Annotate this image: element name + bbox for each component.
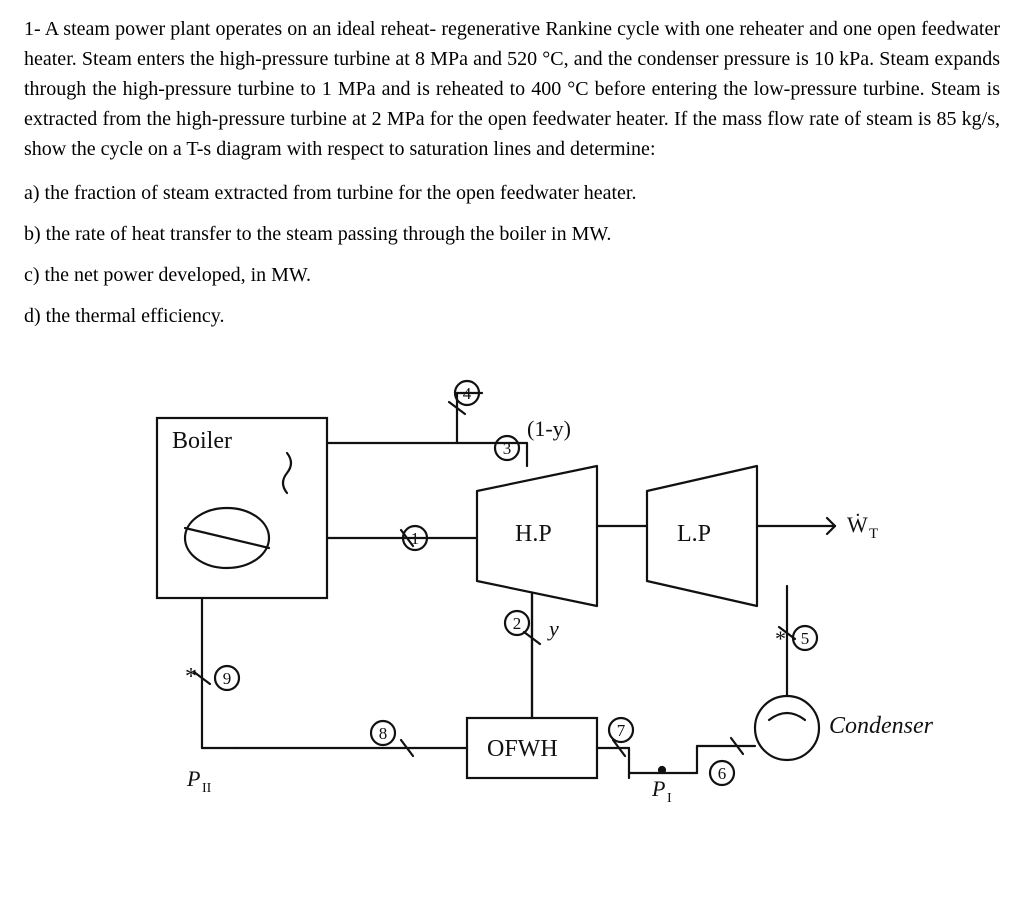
cycle-diagram: Boiler 4 (1-y) 3 1 H.P OFWH 2 y L.P ẆT 5 Condenser 6… bbox=[24, 378, 1000, 823]
svg-text:II: II bbox=[202, 781, 212, 796]
svg-text:9: 9 bbox=[223, 669, 232, 688]
part-c: c) the net power developed, in MW. bbox=[24, 264, 1000, 287]
svg-text:Condenser: Condenser bbox=[829, 713, 934, 739]
svg-text:T: T bbox=[869, 526, 878, 542]
svg-text:I: I bbox=[667, 791, 672, 806]
svg-text:5: 5 bbox=[801, 629, 810, 648]
svg-text:1: 1 bbox=[411, 529, 420, 548]
rankine-cycle-sketch: Boiler 4 (1-y) 3 1 H.P OFWH 2 y L.P ẆT 5 Condenser 6… bbox=[87, 378, 937, 818]
svg-text:P: P bbox=[651, 776, 665, 801]
svg-text:y: y bbox=[547, 616, 559, 641]
svg-text:8: 8 bbox=[379, 724, 388, 743]
svg-text:OFWH: OFWH bbox=[487, 736, 558, 762]
svg-text:(1-y): (1-y) bbox=[527, 416, 571, 441]
svg-text:6: 6 bbox=[718, 764, 727, 783]
svg-text:7: 7 bbox=[617, 721, 626, 740]
part-b: b) the rate of heat transfer to the stea… bbox=[24, 223, 1000, 246]
part-a: a) the fraction of steam extracted from … bbox=[24, 182, 1000, 205]
svg-text:Boiler: Boiler bbox=[172, 428, 232, 454]
part-d: d) the thermal efficiency. bbox=[24, 305, 1000, 328]
svg-text:*: * bbox=[185, 664, 197, 690]
svg-text:3: 3 bbox=[503, 439, 512, 458]
svg-text:L.P: L.P bbox=[677, 521, 711, 547]
svg-text:4: 4 bbox=[463, 384, 472, 403]
svg-text:*: * bbox=[775, 626, 786, 651]
svg-text:P: P bbox=[186, 766, 200, 791]
problem-body: 1- A steam power plant operates on an id… bbox=[24, 14, 1000, 164]
svg-text:2: 2 bbox=[513, 614, 522, 633]
svg-text:H.P: H.P bbox=[515, 521, 552, 547]
svg-text:Ẇ: Ẇ bbox=[847, 512, 868, 537]
